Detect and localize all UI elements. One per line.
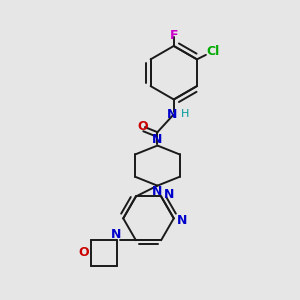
Text: H: H [181, 109, 189, 119]
Text: N: N [164, 188, 175, 201]
Text: N: N [152, 185, 163, 198]
Text: N: N [177, 214, 187, 227]
Text: N: N [167, 108, 178, 121]
Text: O: O [137, 120, 148, 133]
Text: F: F [169, 29, 178, 42]
Text: N: N [152, 133, 163, 146]
Text: Cl: Cl [207, 45, 220, 58]
Text: N: N [111, 228, 122, 242]
Text: O: O [79, 246, 89, 260]
